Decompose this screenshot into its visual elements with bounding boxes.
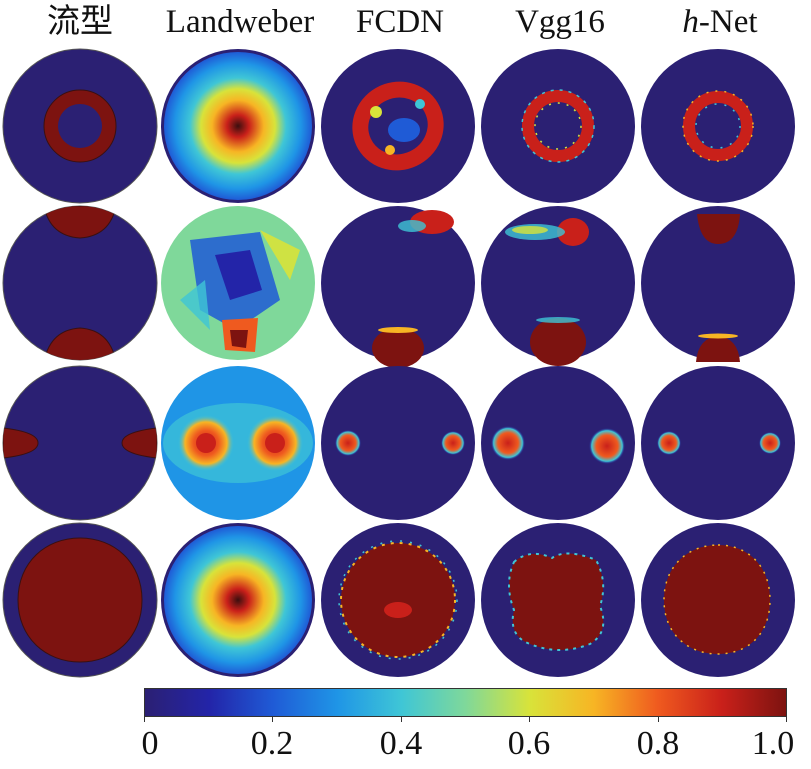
cell-hnet-top-bottom: [641, 206, 795, 362]
header-vgg16: Vgg16: [515, 4, 605, 40]
cell-flow-top-bottom: [2, 205, 158, 361]
cell-flow-annular: [2, 48, 158, 204]
header-landweber: Landweber: [165, 4, 315, 40]
cell-fcdn-full: [321, 523, 475, 677]
header-hnet: h-Net: [640, 2, 800, 42]
cell-landweber-annular: [161, 49, 315, 203]
colorbar-label-0-6: 0.6: [507, 725, 551, 762]
row-top-bottom: [2, 205, 795, 368]
cell-vgg16-annular: [481, 49, 635, 203]
cell-vgg16-full: [481, 523, 635, 677]
colorbar-tick: [144, 716, 145, 722]
row-annular: [2, 48, 795, 204]
colorbar-label-0-8: 0.8: [636, 725, 680, 762]
reconstruction-grid: [2, 48, 795, 678]
row-full: [2, 522, 795, 678]
cell-landweber-left-right: [161, 366, 315, 520]
colorbar-tick: [401, 716, 402, 722]
cell-fcdn-annular: [321, 49, 475, 203]
cell-hnet-full: [641, 523, 795, 677]
cell-hnet-left-right: [641, 366, 795, 520]
cell-vgg16-top-bottom: [481, 206, 635, 366]
colorbar-tick: [529, 716, 530, 722]
colorbar-tick: [272, 716, 273, 722]
cell-hnet-annular: [641, 49, 795, 203]
cell-fcdn-top-bottom: [321, 206, 475, 368]
row-left-right: [2, 365, 795, 521]
cell-landweber-full: [161, 523, 315, 677]
cell-flow-left-right: [2, 365, 158, 521]
colorbar-label-0-2: 0.2: [250, 725, 294, 762]
colorbar-label-0: 0: [141, 725, 159, 762]
colorbar-label-0-4: 0.4: [379, 725, 423, 762]
cell-vgg16-left-right: [481, 366, 635, 520]
colorbar-label-1-0: 1.0: [751, 725, 795, 762]
header-hnet-italic: h: [682, 4, 699, 40]
colorbar-tick: [786, 716, 787, 722]
cell-flow-full: [2, 522, 158, 678]
header-fcdn: FCDN: [355, 4, 445, 40]
colorbar: [144, 688, 787, 717]
cell-fcdn-left-right: [321, 366, 475, 520]
cell-landweber-top-bottom: [161, 206, 315, 360]
colorbar-tick: [658, 716, 659, 722]
header-hnet-rest: -Net: [698, 4, 758, 40]
header-flow-pattern: 流型: [47, 4, 113, 40]
